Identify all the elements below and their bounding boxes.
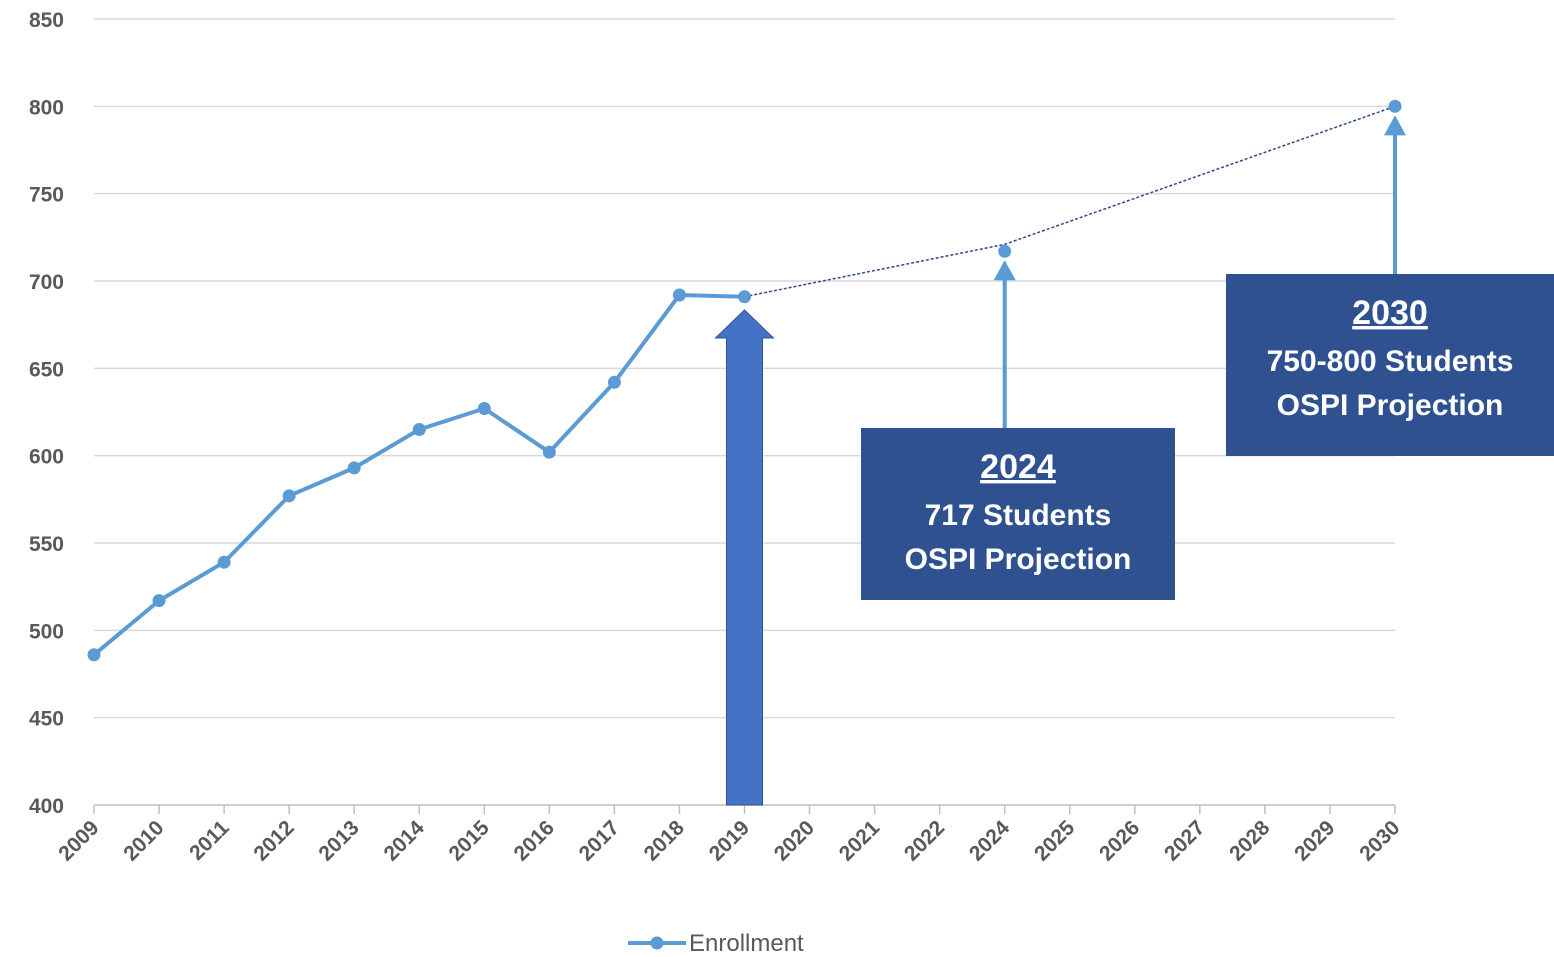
x-tick-label: 2019	[705, 816, 754, 865]
data-point	[998, 244, 1012, 258]
annotation-box	[1226, 274, 1554, 456]
x-tick-label: 2015	[445, 816, 495, 866]
y-tick-label: 400	[29, 795, 64, 818]
x-tick-label: 2012	[249, 816, 298, 865]
annotation-box	[861, 428, 1175, 600]
x-tick-label: 2009	[54, 816, 103, 865]
annotation-line: 717 Students	[925, 499, 1112, 532]
x-tick-label: 2022	[900, 816, 949, 865]
data-point	[542, 445, 556, 459]
x-tick-label: 2029	[1290, 816, 1339, 865]
projection-line	[744, 105, 1396, 298]
x-tick-label: 2018	[640, 816, 690, 866]
data-point	[607, 375, 621, 389]
annotation-title: 2024	[980, 448, 1056, 486]
y-tick-label: 750	[29, 184, 64, 207]
y-tick-label: 850	[29, 9, 64, 32]
y-tick-label: 550	[29, 533, 64, 556]
annotation-arrow-head	[1384, 115, 1406, 136]
data-point	[87, 648, 101, 662]
data-point	[152, 594, 166, 608]
annotation-line: 750-800 Students	[1267, 345, 1514, 378]
x-tick-label: 2026	[1095, 816, 1144, 865]
x-tick-label: 2021	[835, 816, 885, 866]
x-tick-label: 2028	[1225, 816, 1275, 866]
x-tick-label: 2016	[510, 816, 559, 865]
annotation-arrow-head	[993, 260, 1016, 281]
y-tick-label: 500	[29, 620, 64, 643]
x-tick-label: 2024	[965, 816, 1015, 866]
x-tick-label: 2013	[314, 816, 363, 865]
data-point	[412, 422, 426, 436]
y-tick-label: 700	[29, 271, 64, 294]
data-point	[217, 555, 231, 569]
annotation-line: OSPI Projection	[905, 543, 1132, 576]
legend-marker	[650, 936, 664, 950]
legend-label: Enrollment	[689, 930, 804, 957]
x-tick-label: 2011	[185, 816, 234, 865]
y-tick-label: 650	[29, 358, 64, 381]
annotation-title: 2030	[1352, 294, 1428, 332]
x-tick-label: 2010	[119, 816, 168, 865]
x-tick-label: 2017	[575, 816, 624, 865]
data-point	[282, 489, 296, 503]
data-point	[738, 290, 751, 304]
data-point	[347, 461, 361, 475]
x-tick-label: 2027	[1160, 816, 1209, 865]
annotation-line: OSPI Projection	[1277, 389, 1504, 422]
y-tick-label: 800	[29, 96, 64, 119]
highlight-arrow	[714, 309, 775, 806]
y-tick-label: 600	[29, 446, 64, 469]
x-tick-label: 2025	[1030, 816, 1080, 866]
y-tick-label: 450	[29, 708, 64, 731]
x-tick-label: 2020	[770, 816, 819, 865]
data-point	[1388, 99, 1402, 113]
data-point	[477, 402, 491, 416]
x-tick-label: 2014	[379, 816, 429, 866]
data-point	[672, 288, 686, 302]
x-tick-label: 2030	[1355, 816, 1404, 865]
